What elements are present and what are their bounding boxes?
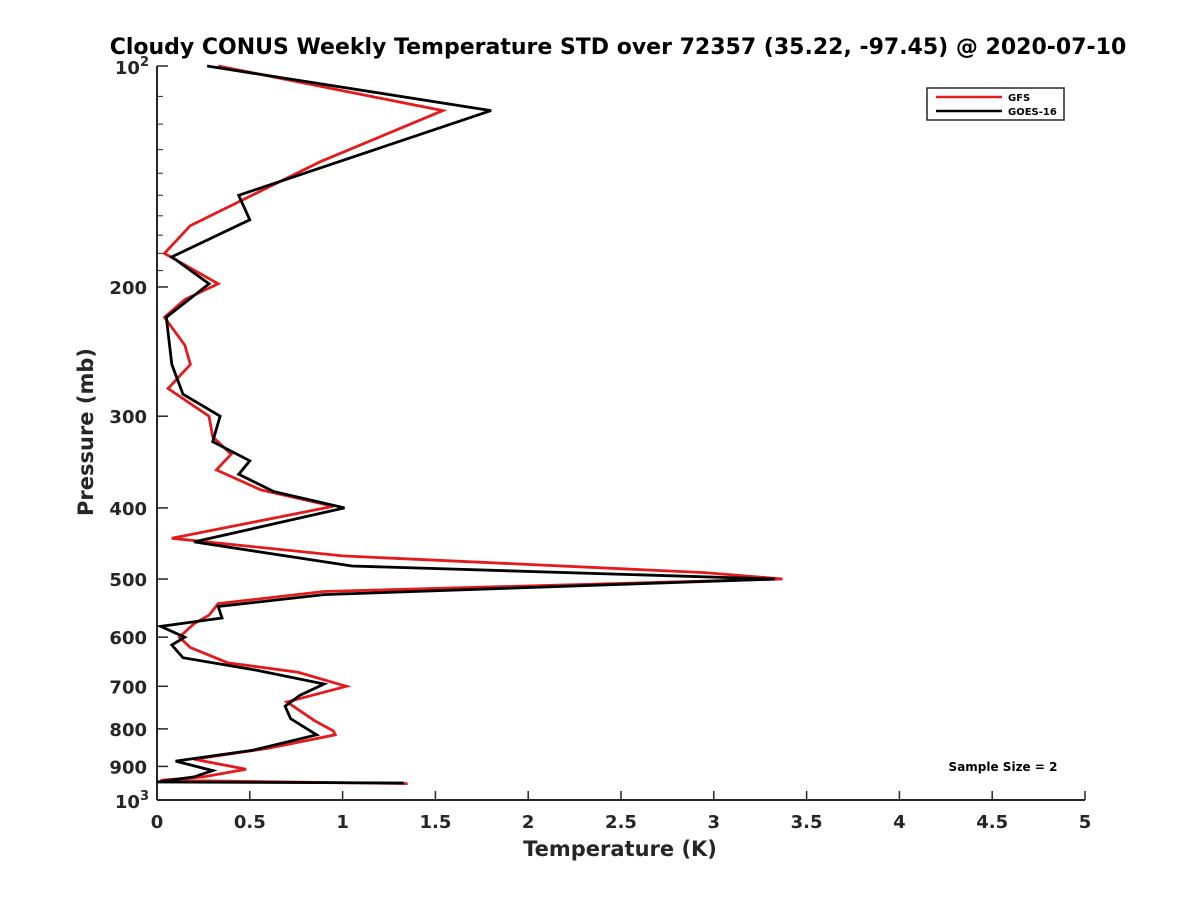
y-tick-label: 103: [115, 789, 149, 813]
x-tick-label: 0: [151, 812, 164, 833]
series-line-goes-16: [155, 64, 776, 785]
sample-size-annotation: Sample Size = 2: [949, 760, 1058, 774]
x-tick-label: 5: [1079, 812, 1092, 833]
x-tick-label: 0.5: [234, 812, 266, 833]
y-tick-label: 300: [109, 407, 147, 428]
y-axis-label: Pressure (mb): [74, 348, 98, 516]
y-tick-label: 500: [109, 570, 147, 591]
y-tick-label: 600: [109, 628, 147, 649]
y-tick-label: 200: [109, 278, 147, 299]
x-tick-label: 2.5: [605, 812, 637, 833]
y-tick-label: 400: [109, 499, 147, 520]
y-axis-ticks: 102 200 300 400 500 600 700 800 900 103: [109, 55, 168, 813]
x-tick-label: 3: [708, 812, 721, 833]
chart-title: Cloudy CONUS Weekly Temperature STD over…: [110, 35, 1127, 60]
y-tick-label: 102: [115, 55, 149, 79]
x-axis-label: Temperature (K): [523, 837, 717, 861]
y-tick-label: 900: [109, 757, 147, 778]
legend-label-goes-16: GOES-16: [1008, 107, 1057, 118]
legend: GFS GOES-16: [926, 87, 1065, 121]
legend-box: [926, 87, 1065, 121]
x-tick-label: 3.5: [791, 812, 823, 833]
legend-label-gfs: GFS: [1008, 93, 1030, 104]
x-tick-label: 2: [522, 812, 535, 833]
x-tick-label: 1.5: [419, 812, 451, 833]
series-layer: [155, 64, 783, 785]
x-tick-label: 4: [893, 812, 906, 833]
x-tick-label: 1: [336, 812, 349, 833]
x-tick-label: 4.5: [976, 812, 1008, 833]
series-line-gfs: [160, 64, 783, 785]
y-tick-label: 700: [109, 677, 147, 698]
y-tick-label: 800: [109, 720, 147, 741]
x-axis-ticks: 0 0.5 1 1.5 2 2.5 3 3.5 4 4.5 5: [151, 791, 1092, 833]
